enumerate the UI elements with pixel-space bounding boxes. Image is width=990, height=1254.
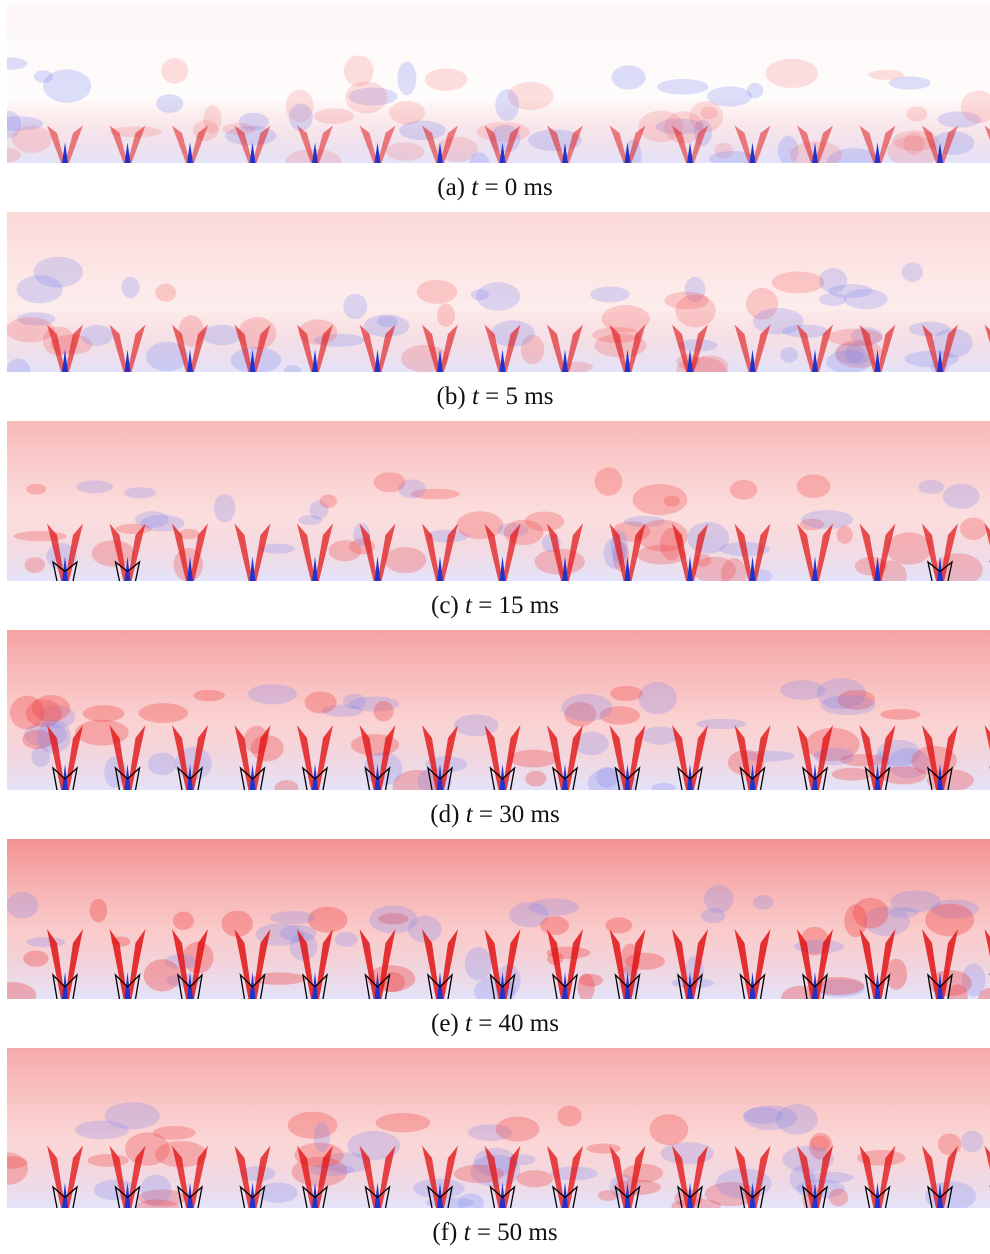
caption-variable: t: [471, 383, 479, 410]
caption-variable: t: [465, 801, 473, 828]
caption-label: (a): [437, 174, 465, 201]
caption-label: (d): [430, 801, 460, 828]
caption-equation: = 40 ms: [478, 1010, 559, 1037]
caption-label: (f): [432, 1219, 458, 1246]
caption: (c) t = 15 ms: [0, 592, 990, 620]
caption-label: (c): [431, 592, 459, 619]
caption-label: (e): [431, 1010, 459, 1037]
caption: (b) t = 5 ms: [0, 383, 990, 411]
caption-variable: t: [463, 1219, 471, 1246]
flow-field: [7, 212, 990, 372]
flow-field: [7, 630, 990, 790]
caption-label: (b): [436, 383, 466, 410]
caption-equation: = 0 ms: [484, 174, 553, 201]
caption: (d) t = 30 ms: [0, 801, 990, 829]
caption: (a) t = 0 ms: [0, 174, 990, 202]
caption-equation: = 5 ms: [485, 383, 554, 410]
caption: (e) t = 40 ms: [0, 1010, 990, 1038]
flow-field: [7, 1048, 990, 1208]
flow-field: [7, 3, 990, 163]
caption: (f) t = 50 ms: [0, 1219, 990, 1247]
flow-field: [7, 839, 990, 999]
caption-variable: t: [465, 1010, 472, 1037]
caption-variable: t: [465, 592, 472, 619]
flow-field: [7, 421, 990, 581]
caption-equation: = 30 ms: [478, 801, 560, 828]
caption-equation: = 15 ms: [478, 592, 559, 619]
caption-variable: t: [471, 174, 479, 201]
caption-equation: = 50 ms: [476, 1219, 558, 1246]
